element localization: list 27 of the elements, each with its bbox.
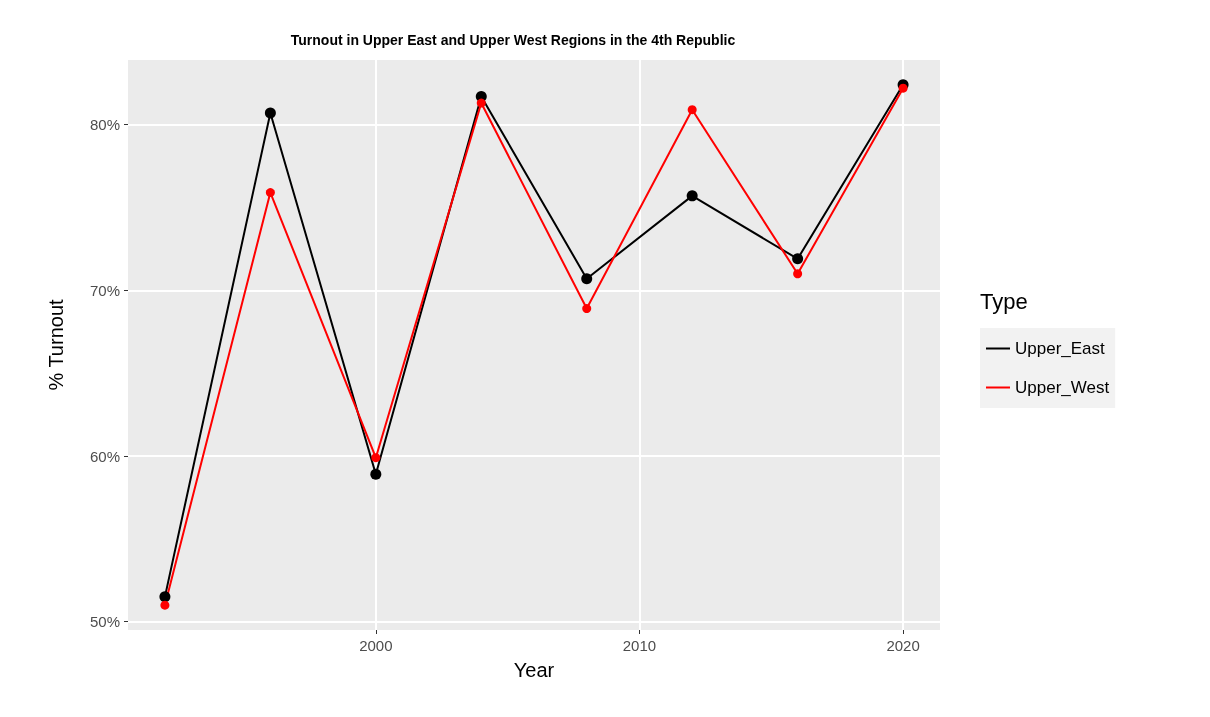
y-tick-label: 60% (89, 447, 120, 465)
legend-title: Type (980, 288, 1028, 314)
point (793, 269, 803, 279)
point (687, 105, 697, 115)
y-tick-label: 70% (89, 281, 120, 299)
point (581, 273, 593, 285)
x-axis-title: Year (513, 659, 555, 681)
point (476, 98, 486, 108)
legend-label: Upper_East (1015, 339, 1106, 358)
point (265, 188, 275, 198)
y-tick-label: 50% (89, 613, 120, 631)
y-tick-label: 80% (89, 116, 120, 134)
y-axis-title: % Turnout (45, 298, 67, 391)
point (160, 600, 170, 610)
point (370, 468, 382, 480)
x-tick-label: 2000 (359, 637, 393, 654)
point (582, 304, 592, 314)
legend-label: Upper_West (1015, 378, 1110, 397)
chart-title: Turnout in Upper East and Upper West Regions in the 4th Republic (290, 32, 736, 48)
point (686, 190, 698, 202)
point (264, 107, 276, 119)
point (371, 453, 381, 463)
point (792, 253, 804, 265)
x-tick-label: 2010 (622, 637, 657, 654)
point (898, 83, 908, 93)
x-tick-label: 2020 (886, 637, 920, 654)
point (159, 591, 171, 603)
